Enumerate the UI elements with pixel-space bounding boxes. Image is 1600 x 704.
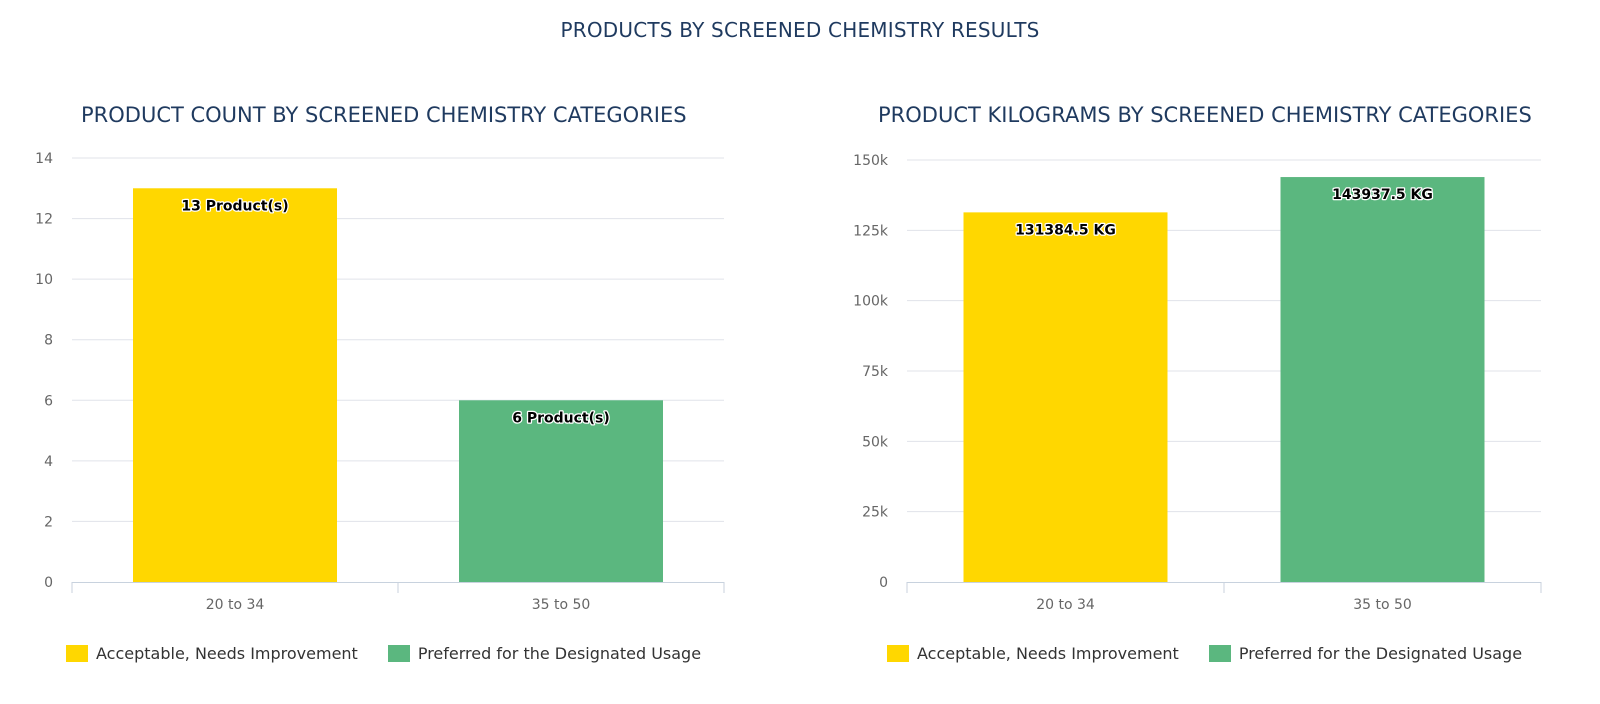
kg-bar (963, 212, 1168, 582)
kg-xtick-label: 35 to 50 (1353, 597, 1412, 613)
legend-item-preferred[interactable]: Preferred for the Designated Usage (387, 644, 702, 663)
kg-ytick-label: 50k (862, 434, 889, 450)
count-data-label: 13 Product(s) (181, 198, 288, 214)
legend-label-preferred: Preferred for the Designated Usage (417, 644, 702, 663)
count-ytick-label: 2 (44, 514, 53, 530)
preferred-swatch (1208, 645, 1231, 662)
page-title: PRODUCTS BY SCREENED CHEMISTRY RESULTS (560, 18, 1040, 42)
count-xtick-label: 35 to 50 (532, 597, 591, 613)
legend-item-preferred[interactable]: Preferred for the Designated Usage (1208, 644, 1523, 663)
kg-ytick-label: 75k (862, 364, 889, 380)
kg-ytick-label: 0 (879, 575, 888, 591)
legend-label-acceptable: Acceptable, Needs Improvement (96, 644, 358, 663)
acceptable-swatch (887, 645, 909, 662)
preferred-swatch (387, 645, 410, 662)
count-ytick-label: 12 (35, 212, 53, 228)
kg-ytick-label: 125k (853, 223, 889, 239)
count-bar (133, 188, 337, 583)
count-ytick-label: 8 (44, 333, 53, 349)
legend-label-acceptable: Acceptable, Needs Improvement (917, 644, 1179, 663)
count-bar (459, 400, 663, 582)
count-chart-title: PRODUCT COUNT BY SCREENED CHEMISTRY CATE… (81, 103, 687, 127)
count-chart: 0 2 4 6 8 10 12 14 20 to 34 13 Product(s) 35 to 50… (35, 151, 725, 613)
count-chart-legend: Acceptable, Needs Improvement Preferred … (66, 644, 701, 663)
count-ytick-label: 14 (35, 151, 53, 167)
kg-ytick-label: 25k (862, 505, 889, 521)
acceptable-swatch (66, 645, 88, 662)
count-xtick-label: 20 to 34 (206, 597, 265, 613)
kilograms-chart-legend: Acceptable, Needs Improvement Preferred … (887, 644, 1522, 663)
kg-ytick-label: 100k (853, 294, 889, 310)
kg-bar (1280, 177, 1485, 582)
legend-item-acceptable[interactable]: Acceptable, Needs Improvement (887, 644, 1179, 663)
legend-item-acceptable[interactable]: Acceptable, Needs Improvement (66, 644, 358, 663)
kg-chart: 0 25k 50k 75k 100k 125k 150k 20 to 34 131384.5 K… (853, 153, 1542, 613)
count-ytick-label: 0 (44, 575, 53, 591)
kg-data-label: 131384.5 KG (1015, 222, 1116, 238)
count-ytick-label: 4 (44, 454, 53, 470)
kg-xtick-label: 20 to 34 (1036, 597, 1095, 613)
kg-data-label: 143937.5 KG (1332, 187, 1433, 203)
count-data-label: 6 Product(s) (512, 410, 610, 426)
count-ytick-label: 6 (44, 393, 53, 409)
count-ytick-label: 10 (35, 272, 53, 288)
kilograms-chart-title: PRODUCT KILOGRAMS BY SCREENED CHEMISTRY … (878, 103, 1532, 127)
kg-ytick-label: 150k (853, 153, 889, 169)
legend-label-preferred: Preferred for the Designated Usage (1238, 644, 1523, 663)
